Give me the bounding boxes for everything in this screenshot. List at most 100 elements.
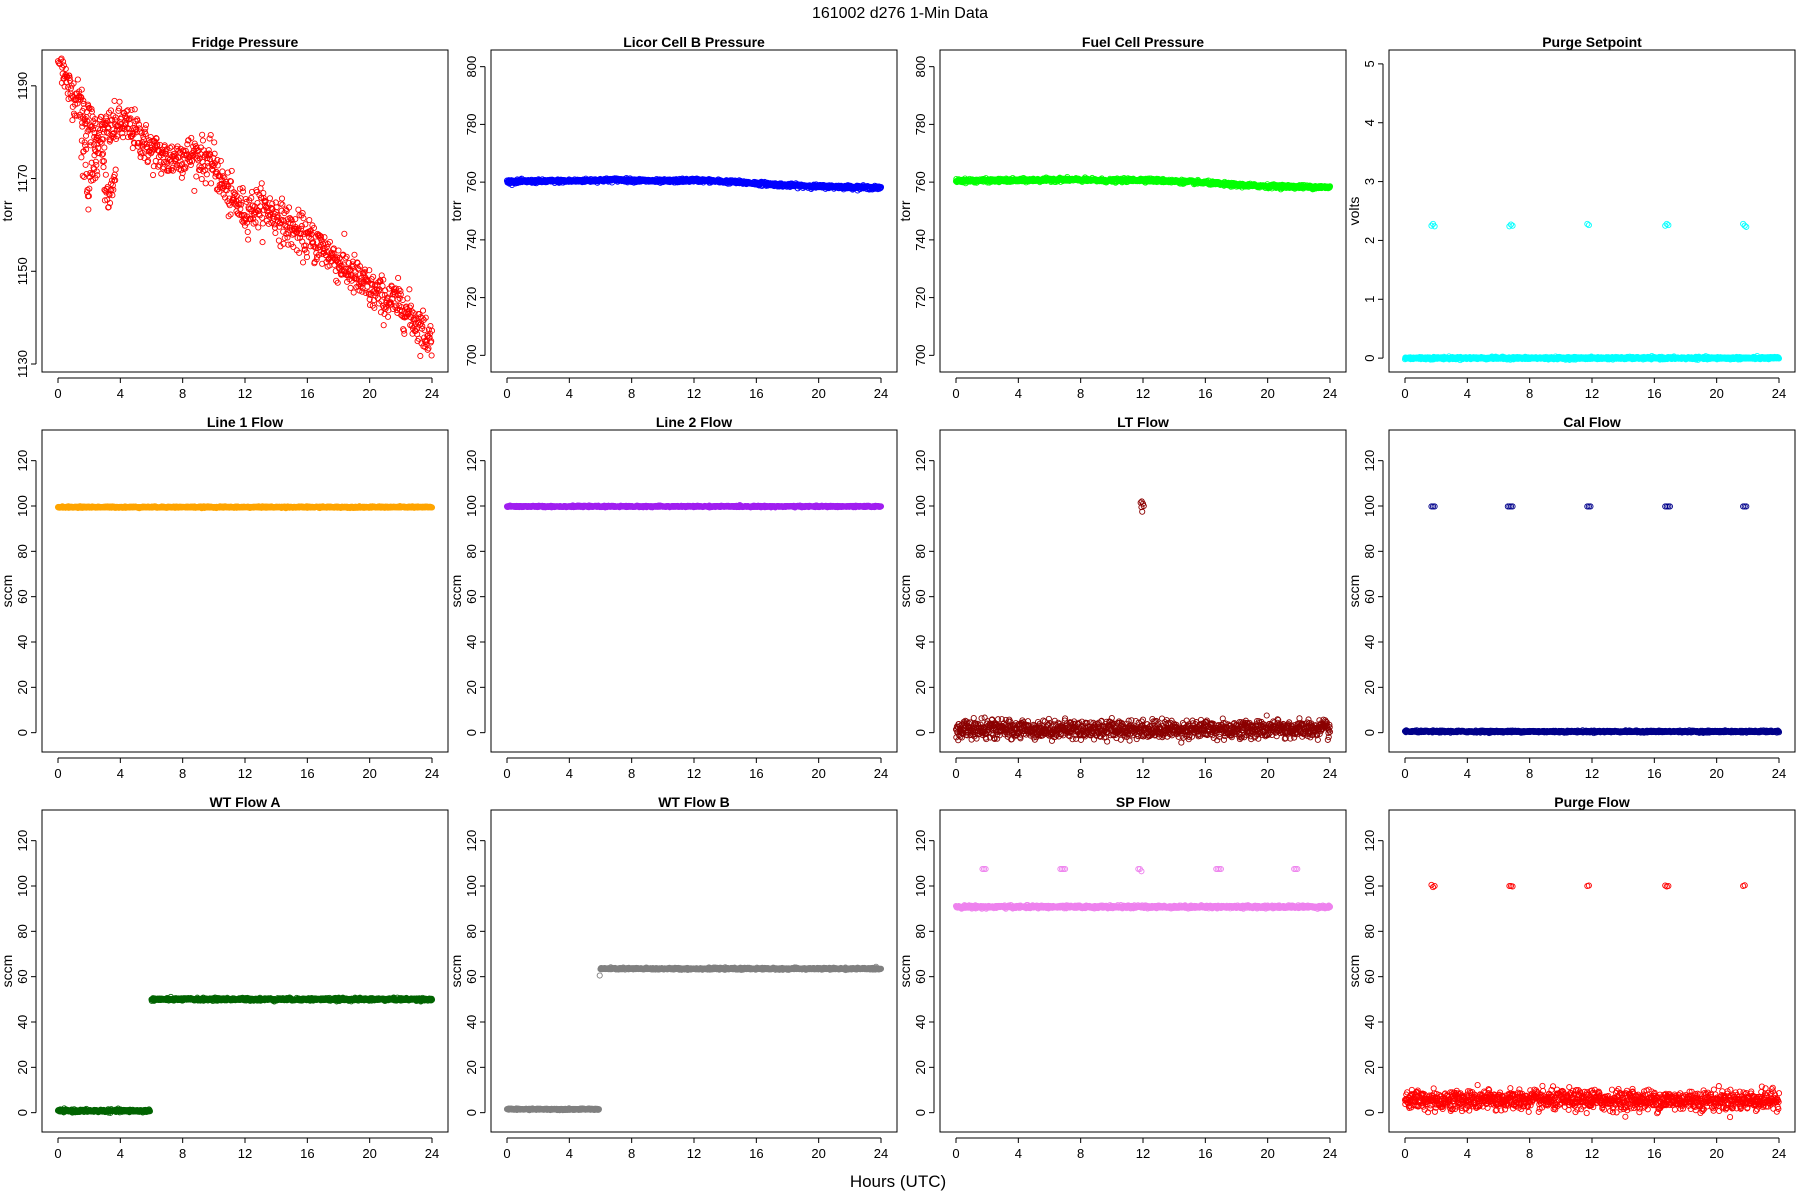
data-point — [182, 165, 189, 172]
data-point — [186, 157, 193, 164]
data-point — [91, 116, 99, 123]
data-point — [188, 134, 195, 142]
y-tick-label: 0 — [15, 729, 30, 736]
data-point — [204, 163, 212, 170]
data-point — [395, 274, 402, 282]
panel-title: Purge Setpoint — [1542, 34, 1642, 50]
data-point — [209, 160, 216, 167]
data-point — [94, 133, 101, 140]
x-tick-label: 4 — [566, 386, 573, 401]
data-point — [258, 180, 265, 187]
y-tick-label: 80 — [15, 544, 30, 558]
data-point — [112, 117, 119, 124]
data-point — [158, 170, 165, 177]
x-tick-label: 12 — [238, 386, 252, 401]
data-point — [243, 219, 250, 226]
data-point — [80, 100, 87, 107]
data-point — [74, 76, 81, 83]
data-point — [78, 154, 85, 161]
data-point — [215, 172, 222, 179]
y-tick-label: 1150 — [15, 257, 30, 285]
x-tick-label: 0 — [952, 386, 959, 401]
data-point — [125, 134, 132, 141]
data-point — [135, 121, 143, 128]
data-point — [60, 58, 67, 65]
data-point — [150, 171, 157, 179]
data-point — [224, 169, 231, 176]
data-point — [85, 206, 92, 213]
x-tick-label: 24 — [1772, 386, 1786, 401]
y-tick-label: 740 — [464, 229, 479, 251]
data-point — [169, 167, 176, 174]
data-point — [206, 135, 213, 142]
data-point — [406, 286, 413, 293]
data-point — [153, 135, 160, 142]
x-tick-label: 4 — [1464, 386, 1471, 401]
data-point — [208, 180, 215, 187]
y-tick-label: 760 — [464, 171, 479, 193]
data-point — [239, 188, 247, 195]
y-tick-label: 760 — [913, 171, 928, 193]
data-point — [61, 83, 68, 90]
x-tick-label: 24 — [874, 386, 888, 401]
data-point — [92, 120, 99, 127]
data-point — [115, 107, 122, 114]
data-point — [82, 161, 89, 168]
data-point — [127, 120, 134, 128]
y-axis-label: torr — [897, 200, 913, 221]
x-tick-label: 24 — [1323, 386, 1337, 401]
data-point — [239, 185, 246, 192]
data-point — [228, 167, 235, 174]
data-point — [131, 140, 138, 147]
data-point — [335, 247, 342, 254]
data-point — [55, 59, 62, 66]
x-tick-label: 0 — [54, 386, 61, 401]
data-point — [211, 139, 218, 146]
data-point — [167, 144, 174, 151]
data-point — [419, 307, 427, 314]
data-point — [245, 236, 252, 243]
data-points — [54, 55, 436, 360]
x-axis: 0 4 8 12 16 20 24 — [1401, 377, 1786, 401]
x-tick-label: 16 — [749, 386, 763, 401]
y-tick-label: 120 — [15, 450, 30, 472]
y-tick-label: 1190 — [15, 72, 30, 100]
data-point — [237, 205, 244, 212]
plot-frame — [939, 49, 1347, 373]
y-tick-label: 700 — [913, 344, 928, 366]
data-point — [417, 352, 424, 360]
data-point — [169, 164, 176, 171]
data-point — [272, 199, 279, 206]
y-tick-label: 1130 — [15, 350, 30, 378]
data-point — [184, 141, 191, 148]
data-point — [278, 195, 286, 202]
y-tick-label: 4 — [1362, 119, 1377, 126]
x-tick-label: 4 — [117, 386, 124, 401]
data-point — [199, 131, 206, 138]
data-point — [203, 171, 210, 178]
data-point — [242, 196, 249, 203]
data-point — [124, 107, 131, 114]
x-tick-label: 20 — [1260, 386, 1274, 401]
data-point — [347, 284, 354, 291]
data-point — [111, 97, 118, 104]
y-tick-label: 800 — [913, 56, 928, 78]
data-point — [150, 163, 157, 170]
data-point — [80, 97, 87, 104]
data-point — [101, 144, 108, 151]
data-point — [1743, 223, 1750, 230]
data-point — [181, 151, 188, 159]
y-tick-label: 720 — [913, 287, 928, 309]
data-point — [217, 173, 224, 180]
data-point — [179, 170, 186, 177]
data-point — [254, 199, 261, 207]
x-tick-label: 16 — [300, 386, 314, 401]
data-point — [66, 74, 73, 81]
x-tick-label: 4 — [117, 766, 124, 781]
data-point — [136, 125, 143, 132]
data-point — [272, 229, 279, 237]
